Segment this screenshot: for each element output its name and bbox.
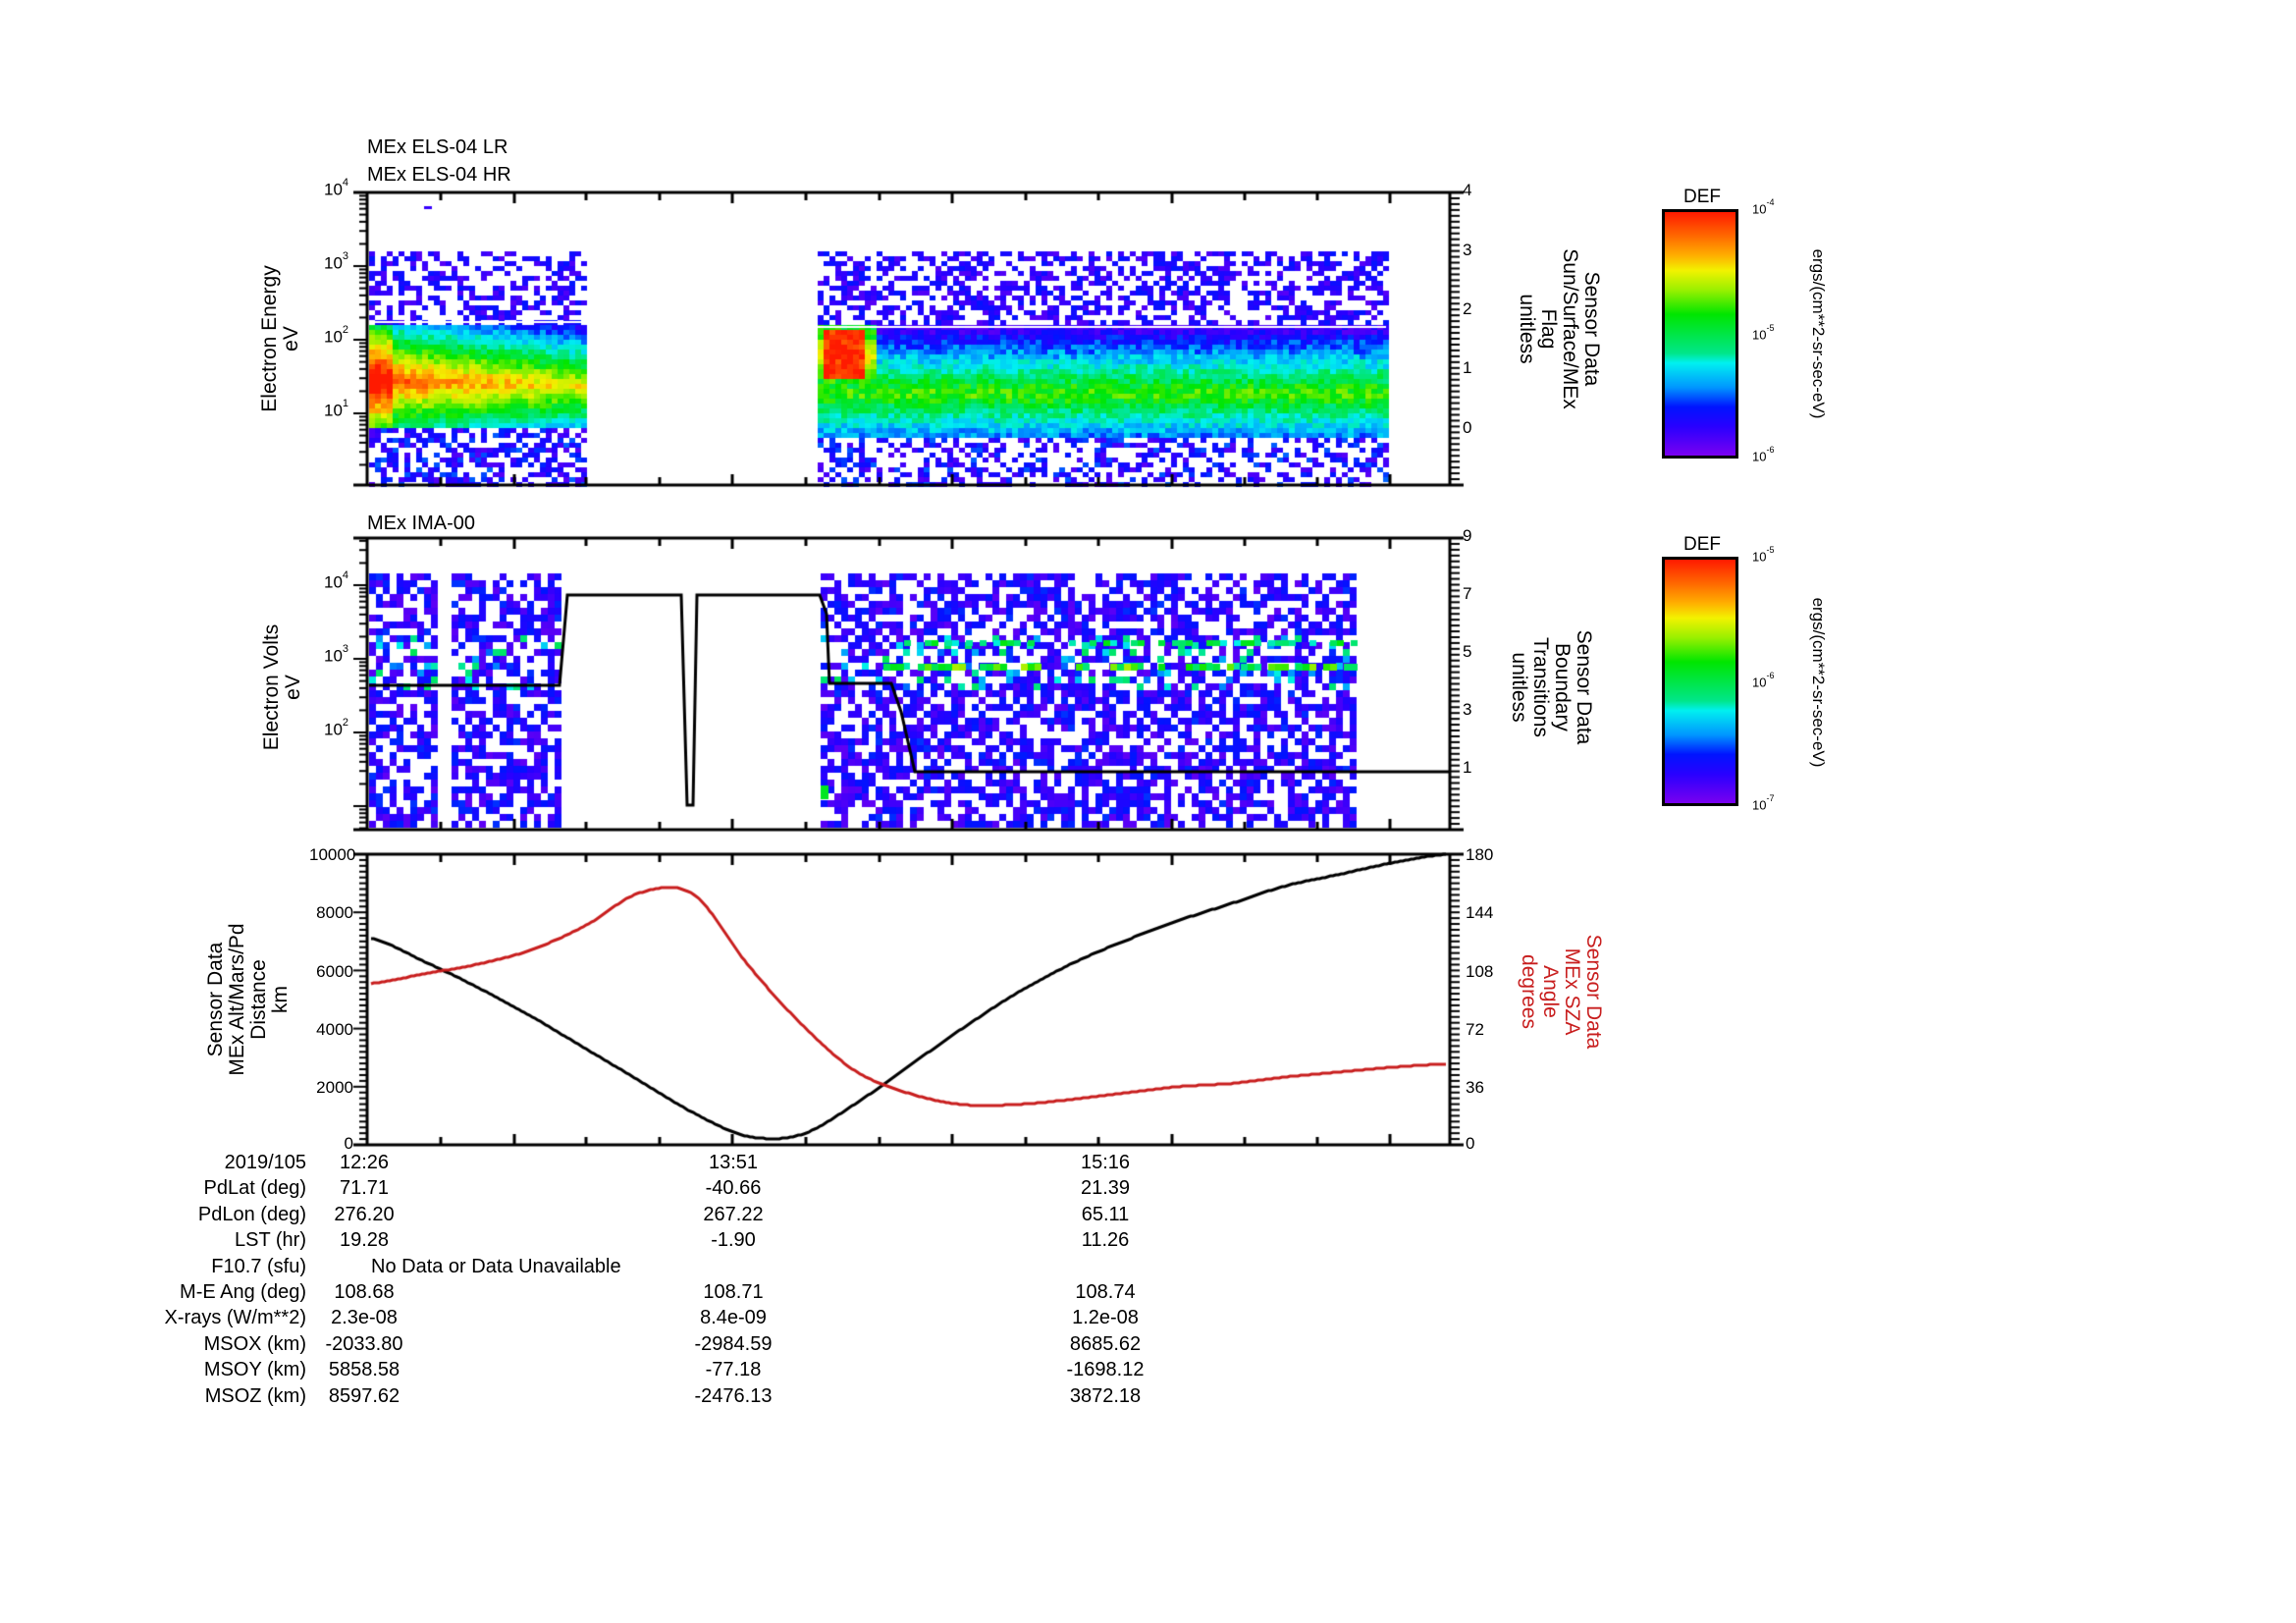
y2-tick-2: 2	[1463, 299, 1472, 318]
row-value: 5858.58	[328, 1359, 400, 1381]
table-row: 2019/105 12:26 13:51 15:16	[0, 1150, 2296, 1176]
y2-axis-label-sza: Sensor Data MEx SZA Angle degrees	[1518, 934, 1605, 1050]
row-value: -1698.12	[1066, 1359, 1145, 1381]
table-row: PdLat (deg) 71.71 -40.66 21.39	[0, 1175, 2296, 1202]
table-row: X-rays (W/m**2) 2.3e-08 8.4e-09 1.2e-08	[0, 1305, 2296, 1331]
panel-title-ima: MEx IMA-00	[367, 513, 476, 534]
y-tick-4000: 4000	[316, 1020, 353, 1039]
y-tick-1e3: 103	[324, 250, 349, 273]
row-value: 108.74	[1075, 1281, 1136, 1303]
y-axis-label-els: Electron Energy eV	[258, 265, 302, 412]
row-value: No Data or Data Unavailable	[371, 1255, 621, 1277]
y2-tick-3: 3	[1463, 700, 1472, 719]
row-value: -77.18	[705, 1359, 762, 1381]
y-axis-label-altitude: Sensor Data MEx Alt/Mars/Pd Distance km	[204, 923, 292, 1076]
y-tick-6000: 6000	[316, 962, 353, 981]
y2-tick-108: 108	[1466, 962, 1494, 981]
row-value: 8597.62	[328, 1384, 400, 1407]
colorbar-units: ergs/(cm**2-sr-sec-eV)	[1809, 597, 1828, 768]
cb-tick-min: 10-7	[1752, 793, 1775, 813]
y2-tick-0: 0	[1463, 418, 1472, 437]
y2-axis-label-boundary: Sensor Data Boundary Transitions unitless	[1508, 629, 1595, 745]
row-label: M-E Ang (deg)	[180, 1281, 306, 1303]
table-row: F10.7 (sfu) No Data or Data Unavailable	[0, 1254, 2296, 1280]
row-value: -40.66	[705, 1177, 762, 1200]
y2-tick-72: 72	[1466, 1020, 1484, 1039]
row-label: MSOZ (km)	[204, 1384, 306, 1407]
cb-tick-min: 10-6	[1752, 445, 1775, 464]
row-value: 15:16	[1080, 1152, 1131, 1173]
y2-tick-1: 1	[1463, 758, 1472, 777]
row-value: 8685.62	[1069, 1332, 1142, 1355]
y-tick-10000: 10000	[309, 845, 356, 864]
row-value: 21.39	[1080, 1177, 1131, 1200]
y-tick-1e2: 102	[324, 717, 349, 739]
y-tick-2000: 2000	[316, 1078, 353, 1097]
cb-tick-mid: 10-6	[1752, 671, 1775, 690]
y2-axis-label-flag: Sensor Data Sun/Surface/MEx Flag unitless	[1516, 248, 1603, 409]
table-row: M-E Ang (deg) 108.68 108.71 108.74	[0, 1279, 2296, 1306]
row-value: 8.4e-09	[700, 1307, 767, 1329]
row-value: 19.28	[339, 1229, 390, 1252]
cb-tick-mid: 10-5	[1752, 323, 1775, 343]
y-tick-1e1: 101	[324, 398, 349, 420]
cb-tick-max: 10-4	[1752, 197, 1775, 217]
row-label: MSOY (km)	[203, 1359, 306, 1381]
y2-tick-0: 0	[1466, 1134, 1475, 1153]
row-label: PdLat (deg)	[203, 1177, 306, 1200]
row-value: 3872.18	[1069, 1384, 1142, 1407]
row-value: 108.68	[334, 1281, 395, 1303]
row-label: LST (hr)	[235, 1229, 306, 1252]
y-tick-1e2: 102	[324, 324, 349, 347]
colorbar-gradient	[1662, 557, 1738, 806]
colorbar-units: ergs/(cm**2-sr-sec-eV)	[1809, 248, 1828, 419]
row-value: -2476.13	[694, 1384, 773, 1407]
y2-tick-36: 36	[1466, 1078, 1484, 1097]
y-tick-1e4: 104	[324, 569, 349, 592]
cb-tick-max: 10-5	[1752, 545, 1775, 565]
y2-tick-144: 144	[1466, 903, 1494, 922]
row-value: 2.3e-08	[331, 1307, 398, 1329]
row-value: 267.22	[703, 1203, 764, 1225]
row-value: -2984.59	[694, 1332, 773, 1355]
row-value: 11.26	[1081, 1229, 1130, 1252]
row-value: -2033.80	[325, 1332, 403, 1355]
table-row: LST (hr) 19.28 -1.90 11.26	[0, 1227, 2296, 1254]
table-row: MSOZ (km) 8597.62 -2476.13 3872.18	[0, 1383, 2296, 1410]
y-tick-1e3: 103	[324, 643, 349, 666]
row-value: 65.11	[1081, 1203, 1130, 1225]
row-value: 276.20	[334, 1203, 395, 1225]
y2-tick-3: 3	[1463, 241, 1472, 259]
y-axis-label-ima: Electron Volts eV	[260, 623, 304, 751]
row-value: 1.2e-08	[1072, 1307, 1139, 1329]
row-value: -1.90	[711, 1229, 756, 1252]
row-label: PdLon (deg)	[197, 1203, 306, 1225]
table-row: PdLon (deg) 276.20 267.22 65.11	[0, 1202, 2296, 1228]
row-label: MSOX (km)	[203, 1332, 306, 1355]
row-value: 12:26	[339, 1152, 390, 1173]
y2-tick-7: 7	[1463, 584, 1472, 603]
y2-tick-9: 9	[1463, 526, 1472, 545]
y-tick-1e4: 104	[324, 177, 349, 199]
y-tick-8000: 8000	[316, 903, 353, 922]
y2-tick-1: 1	[1463, 358, 1472, 377]
table-row: MSOX (km) -2033.80 -2984.59 8685.62	[0, 1331, 2296, 1358]
y2-tick-5: 5	[1463, 642, 1472, 661]
row-value: 71.71	[339, 1177, 390, 1200]
y-tick-0: 0	[344, 1134, 353, 1153]
y2-tick-180: 180	[1466, 845, 1494, 864]
table-row: MSOY (km) 5858.58 -77.18 -1698.12	[0, 1357, 2296, 1383]
y2-tick-4: 4	[1463, 181, 1472, 199]
row-value: 108.71	[703, 1281, 764, 1303]
colorbar-gradient	[1662, 209, 1738, 459]
row-label: F10.7 (sfu)	[211, 1255, 306, 1277]
row-value: 13:51	[708, 1152, 759, 1173]
row-label: X-rays (W/m**2)	[164, 1307, 306, 1329]
row-label: 2019/105	[224, 1152, 306, 1173]
